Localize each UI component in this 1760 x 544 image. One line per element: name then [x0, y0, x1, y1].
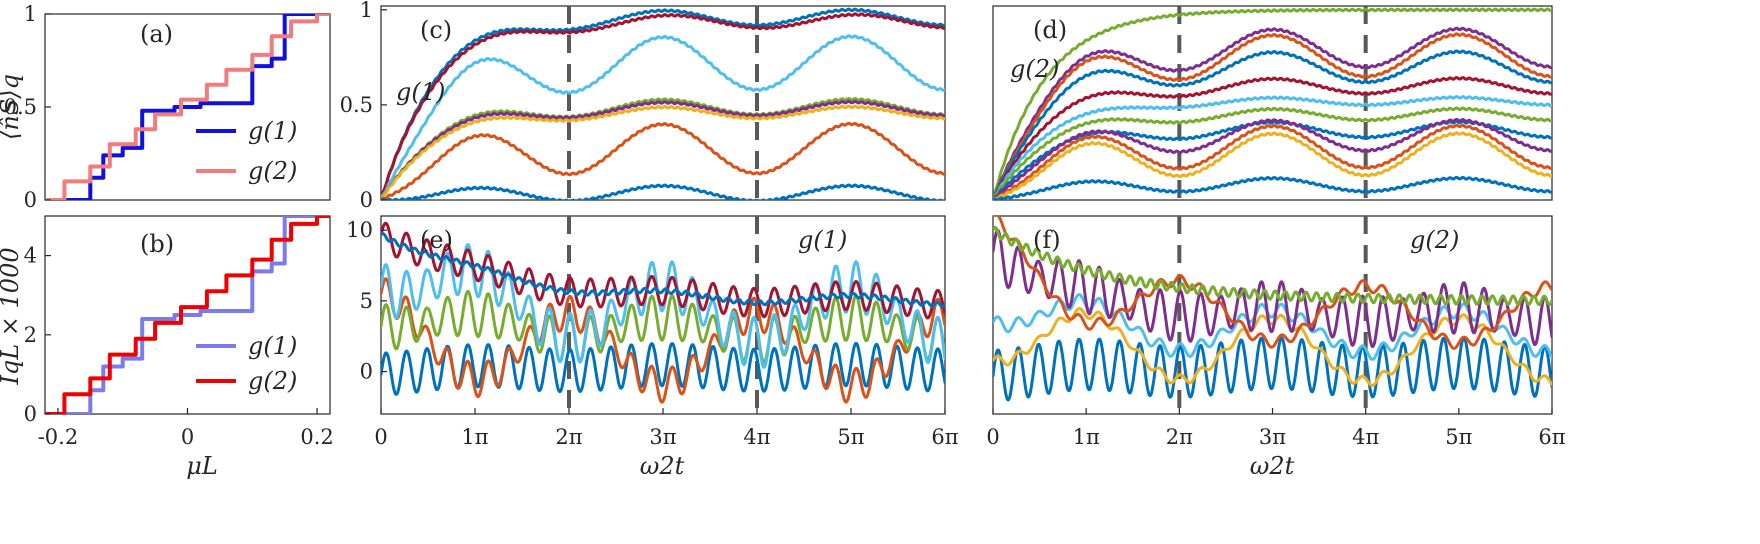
panel-c-ytick-2: 1 — [360, 0, 373, 22]
panel-b-label: (b) — [140, 230, 174, 258]
panel-e-xtick-5: 5π — [837, 425, 864, 449]
panel-c-plot: 00.51 — [340, 0, 945, 212]
panel-f-annotation: g(2) — [1410, 226, 1459, 254]
panel-b-series-g1 — [45, 216, 330, 414]
panel-b-xtick-1: 0 — [181, 425, 194, 449]
panel-c-frame — [380, 5, 946, 201]
panel-e-ytick-1: 5 — [360, 289, 373, 313]
panel-f-series-f5 — [993, 216, 1552, 350]
panel-d-frame — [992, 5, 1553, 201]
panel-c-series-c8 — [381, 183, 945, 200]
panel-f-xtick-3: 3π — [1259, 425, 1286, 449]
panel-e-xtick-2: 2π — [555, 425, 582, 449]
panel-d-series-d1 — [993, 7, 1552, 200]
panel-c-label: (c) — [420, 16, 452, 44]
panel-b-xtick-2: 0.2 — [300, 425, 333, 449]
panel-f-xtick-6: 6π — [1538, 425, 1565, 449]
panel-f-xtick-0: 0 — [986, 425, 999, 449]
panel-d-series-d8 — [993, 119, 1552, 200]
panel-f-xtick-2: 2π — [1166, 425, 1193, 449]
panel-b-ytick-0: 0 — [24, 402, 37, 426]
panel-f-label: (f) — [1033, 226, 1061, 254]
panel-e-label: (e) — [420, 226, 453, 254]
panel-f-xtick-1: 1π — [1073, 425, 1100, 449]
panel-b-legend: g(1) g(2) — [196, 332, 297, 395]
panel-e-series-e2 — [381, 277, 945, 404]
panel-e-xtick-3: 3π — [649, 425, 676, 449]
panel-c-series-c4 — [381, 97, 945, 200]
panel-d-series-d12 — [993, 175, 1552, 200]
panel-e-series-e6 — [381, 232, 945, 309]
panel-a-plot: 00.51 — [4, 2, 330, 212]
panel-c-series-c5 — [381, 99, 945, 200]
panel-b: 024-0.2 0 0.2 — [24, 215, 334, 449]
panel-d-series-d4 — [993, 49, 1552, 200]
xlabel-right: ω2t — [1250, 452, 1295, 480]
ylabel-top: ⟨n̂S⟩q — [0, 74, 24, 140]
panel-a-label: (a) — [140, 20, 173, 48]
panel-b-ytick-1: 2 — [24, 323, 37, 347]
panel-e-series-e3 — [381, 289, 945, 364]
legend-a-g1-label: g(1) — [248, 117, 297, 145]
panel-d-series-d3 — [993, 32, 1552, 200]
panel-b-ytick-2: 4 — [24, 244, 37, 268]
panel-d-annotation: g(2) — [1010, 55, 1059, 83]
panel-d-plot — [993, 6, 1552, 200]
panel-d-series-d11 — [993, 131, 1552, 200]
panel-e-plot: 0 5 10 0 1π 2π 3π 4π 5π 6π — [346, 216, 959, 449]
panel-e-xtick-6: 6π — [931, 425, 958, 449]
panel-f-series-f1 — [993, 336, 1552, 402]
panel-e-xtick-1: 1π — [461, 425, 488, 449]
ylabel-bottom: IqL × 1000 — [0, 247, 24, 385]
panel-d-series-d5 — [993, 76, 1552, 200]
panel-a: 00.51 — [4, 2, 331, 212]
panel-a-ytick-1: 0.5 — [4, 95, 37, 119]
panel-a-series-g1 — [45, 14, 330, 200]
panel-d-series-d2 — [993, 26, 1552, 200]
panel-c-ytick-1: 0.5 — [340, 93, 373, 117]
panel-b-plot: 024-0.2 0 0.2 — [24, 216, 334, 449]
xlabel-mid: ω2t — [640, 452, 685, 480]
xlabel-left: μL — [186, 452, 218, 480]
panel-c-ytick-0: 0 — [360, 188, 373, 212]
panel-f: 0 1π 2π 3π 4π 5π 6π — [986, 215, 1566, 449]
panel-d-series-d6 — [993, 95, 1552, 200]
legend-a-g2-label: g(2) — [248, 157, 297, 185]
panel-e: 0 5 10 0 1π 2π 3π 4π 5π 6π — [346, 215, 959, 449]
panel-f-xtick-5: 5π — [1445, 425, 1472, 449]
panel-f-series-f4 — [993, 229, 1552, 349]
panel-c: 00.51 — [340, 0, 946, 212]
panel-b-xtick-0: -0.2 — [38, 425, 79, 449]
panel-e-annotation: g(1) — [798, 226, 847, 254]
panel-a-legend: g(1) g(2) — [196, 117, 297, 185]
panel-a-ytick-2: 1 — [24, 2, 37, 26]
legend-b-g1-label: g(1) — [248, 332, 297, 360]
panel-a-ytick-0: 0 — [24, 188, 37, 212]
panel-f-series-f6 — [993, 226, 1552, 307]
panel-e-ytick-0: 0 — [360, 360, 373, 384]
panel-d-series-d7 — [993, 106, 1552, 200]
panel-e-ytick-2: 10 — [346, 218, 373, 242]
panel-c-series-c6 — [381, 104, 945, 200]
panel-f-xtick-4: 4π — [1352, 425, 1379, 449]
panel-e-series-e4 — [381, 243, 945, 369]
panel-e-xtick-4: 4π — [743, 425, 770, 449]
panel-e-series-e1 — [381, 341, 945, 396]
panel-c-series-c1 — [381, 7, 945, 200]
panel-d — [992, 5, 1553, 201]
panel-d-series-d10 — [993, 123, 1552, 200]
panel-f-plot: 0 1π 2π 3π 4π 5π 6π — [986, 216, 1566, 449]
panel-d-series-d9 — [993, 117, 1552, 200]
panel-e-xtick-0: 0 — [374, 425, 387, 449]
panel-a-series-g2 — [45, 14, 330, 200]
panel-c-annotation: g(1) — [396, 78, 445, 106]
panel-d-label: (d) — [1033, 16, 1067, 44]
panel-c-series-c3 — [381, 34, 945, 200]
panel-c-series-c7 — [381, 121, 945, 200]
panel-c-series-c2 — [381, 12, 945, 200]
panel-b-series-g2 — [45, 216, 330, 414]
legend-b-g2-label: g(2) — [248, 367, 297, 395]
